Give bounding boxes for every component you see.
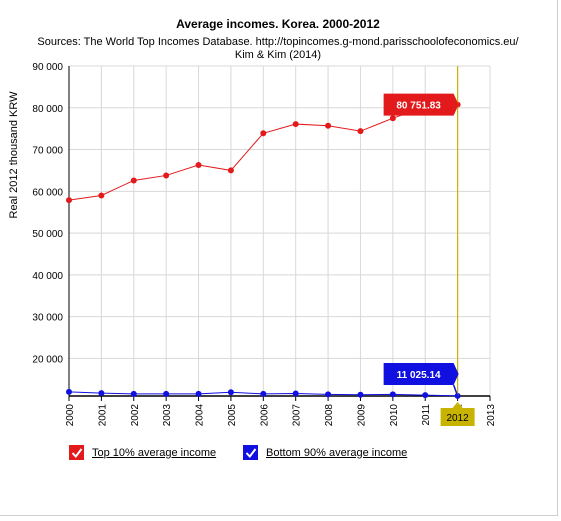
data-point bbox=[66, 388, 72, 395]
x-tick-label: 2004 bbox=[195, 404, 206, 427]
data-point bbox=[260, 130, 267, 137]
x-tick-label: 2006 bbox=[259, 404, 270, 427]
data-point bbox=[98, 192, 105, 199]
checkbox-checked-icon[interactable] bbox=[243, 445, 258, 460]
data-point bbox=[195, 162, 202, 168]
data-point bbox=[195, 390, 202, 397]
tooltip-value: 80 751.83 bbox=[396, 101, 441, 112]
cursor-label-pointer bbox=[452, 402, 463, 408]
x-tick-label: 2009 bbox=[356, 404, 367, 427]
data-point bbox=[227, 167, 234, 174]
data-point bbox=[66, 197, 72, 204]
x-tick-label: 2011 bbox=[421, 404, 432, 426]
chart-title: Average incomes. Korea. 2000-2012 bbox=[176, 17, 380, 31]
y-tick-label: 30 000 bbox=[32, 313, 63, 324]
x-tick-label: 2008 bbox=[324, 404, 335, 427]
plot-area[interactable]: 20 000 30 000 40 000 50 000 60 000 70 000 80 0… bbox=[32, 62, 497, 426]
data-point bbox=[422, 392, 429, 399]
tooltip-pointer bbox=[452, 384, 459, 397]
data-point bbox=[357, 391, 364, 398]
tooltip-box bbox=[383, 93, 459, 116]
cursor-label-text: 2012 bbox=[446, 413, 469, 424]
chart-subtitle-line2: Kim & Kim (2014) bbox=[235, 49, 321, 61]
chart-subtitle-line1: Sources: The World Top Incomes Database.… bbox=[37, 36, 519, 48]
data-point bbox=[357, 128, 364, 135]
y-axis-label: Real 2012 thousand KRW bbox=[8, 91, 20, 219]
x-tick-label: 2013 bbox=[486, 404, 497, 427]
y-tick-label: 70 000 bbox=[32, 146, 63, 157]
x-tick-label: 2005 bbox=[227, 404, 238, 427]
data-point bbox=[163, 390, 170, 397]
y-tick-label: 50 000 bbox=[32, 229, 63, 240]
data-point bbox=[292, 390, 299, 397]
y-tick-label: 80 000 bbox=[32, 104, 63, 115]
x-tick-label: 2002 bbox=[130, 404, 141, 427]
x-tick-label: 2003 bbox=[162, 404, 173, 427]
legend-label-top10[interactable]: Top 10% average income bbox=[92, 446, 217, 459]
x-tick-label: 2010 bbox=[389, 404, 400, 427]
y-tick-label: 60 000 bbox=[32, 187, 63, 198]
legend-item-bottom90[interactable]: Bottom 90% average income bbox=[243, 445, 407, 460]
tooltip-value: 11 025.14 bbox=[397, 370, 441, 381]
y-tick-label: 20 000 bbox=[32, 354, 63, 365]
legend-item-top10[interactable]: Top 10% average income bbox=[69, 445, 216, 460]
data-point bbox=[163, 172, 170, 179]
legend-label-bottom90[interactable]: Bottom 90% average income bbox=[266, 446, 408, 459]
data-point bbox=[98, 390, 105, 397]
x-tick-label: 2001 bbox=[97, 404, 108, 427]
x-tick-label: 2000 bbox=[65, 404, 76, 427]
data-point bbox=[325, 391, 332, 398]
y-tick-label: 90 000 bbox=[32, 62, 63, 73]
x-tick-label: 2007 bbox=[292, 404, 303, 427]
data-point bbox=[325, 122, 332, 129]
data-point bbox=[389, 391, 396, 398]
data-point bbox=[292, 121, 299, 128]
y-tick-label: 40 000 bbox=[32, 271, 63, 282]
tooltip-box bbox=[383, 363, 459, 385]
cursor-label-box bbox=[440, 408, 475, 426]
data-point bbox=[130, 177, 137, 184]
checkbox-checked-icon[interactable] bbox=[69, 445, 84, 460]
data-point bbox=[389, 115, 396, 122]
data-point bbox=[260, 390, 267, 397]
data-point bbox=[227, 389, 234, 396]
data-point bbox=[130, 390, 137, 397]
